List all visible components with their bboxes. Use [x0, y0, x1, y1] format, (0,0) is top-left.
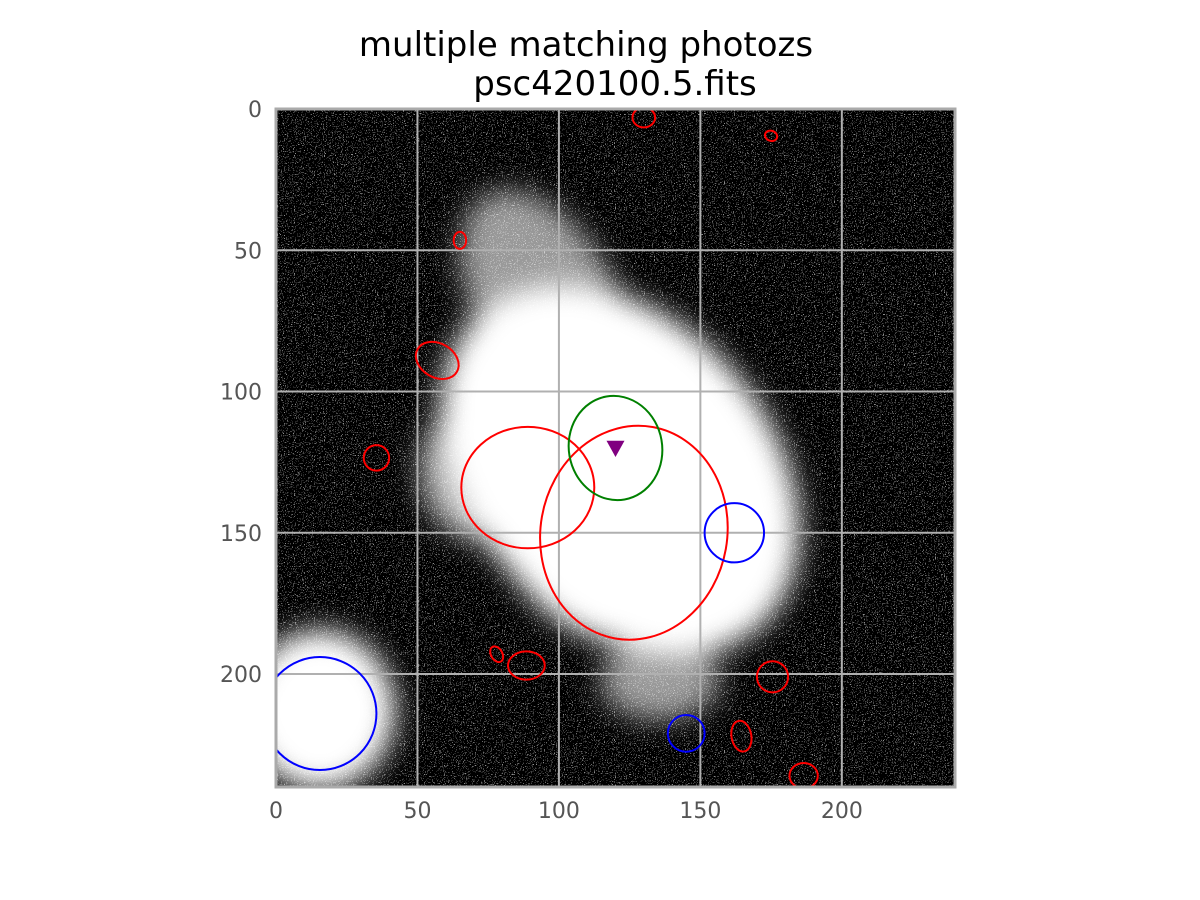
- red-source-ellipse-8: [506, 650, 546, 681]
- x-tick-label-4: 200: [821, 799, 863, 824]
- red-source-ellipse-5: [460, 425, 596, 550]
- red-source-ellipse-11: [788, 761, 819, 787]
- grid-lines: [276, 109, 955, 787]
- chart-title-line-1: multiple matching photozs: [359, 25, 813, 65]
- purple-triangle-marker: [606, 440, 625, 457]
- y-tick-label-2: 100: [220, 381, 262, 406]
- x-tick-label-3: 150: [679, 799, 721, 824]
- axes-frame: [274, 107, 957, 789]
- y-tick-label-4: 200: [220, 663, 262, 688]
- x-tick-label-2: 100: [538, 799, 580, 824]
- red-source-ellipse-9: [755, 660, 790, 694]
- red-source-ellipse-0: [631, 109, 657, 129]
- red-source-ellipse-2: [452, 230, 468, 250]
- red-source-ellipse-1: [764, 129, 779, 143]
- image-plot-area: [276, 109, 955, 787]
- green-match-circle-0: [567, 394, 664, 502]
- x-tick-label-0: 0: [269, 799, 283, 824]
- red-source-ellipse-10: [730, 719, 753, 753]
- red-source-ellipse-7: [489, 645, 505, 664]
- x-tick-label-1: 50: [403, 799, 431, 824]
- blue-source-circle-1: [276, 656, 378, 772]
- y-tick-label-3: 150: [220, 522, 262, 547]
- blue-source-circle-0: [703, 502, 766, 564]
- source-overlays: [276, 109, 819, 787]
- red-source-ellipse-6: [539, 424, 729, 641]
- blue-source-circle-2: [666, 713, 706, 753]
- y-tick-label-1: 50: [234, 239, 262, 264]
- y-axis-ticks: 0 50 100 150 200: [220, 98, 262, 688]
- red-source-ellipse-3: [414, 340, 460, 380]
- y-tick-label-0: 0: [248, 98, 262, 123]
- x-axis-ticks: 0 50 100 150 200: [269, 799, 863, 824]
- red-source-ellipse-4: [362, 444, 391, 472]
- chart-title-line-2: psc420100.5.fits: [473, 64, 757, 104]
